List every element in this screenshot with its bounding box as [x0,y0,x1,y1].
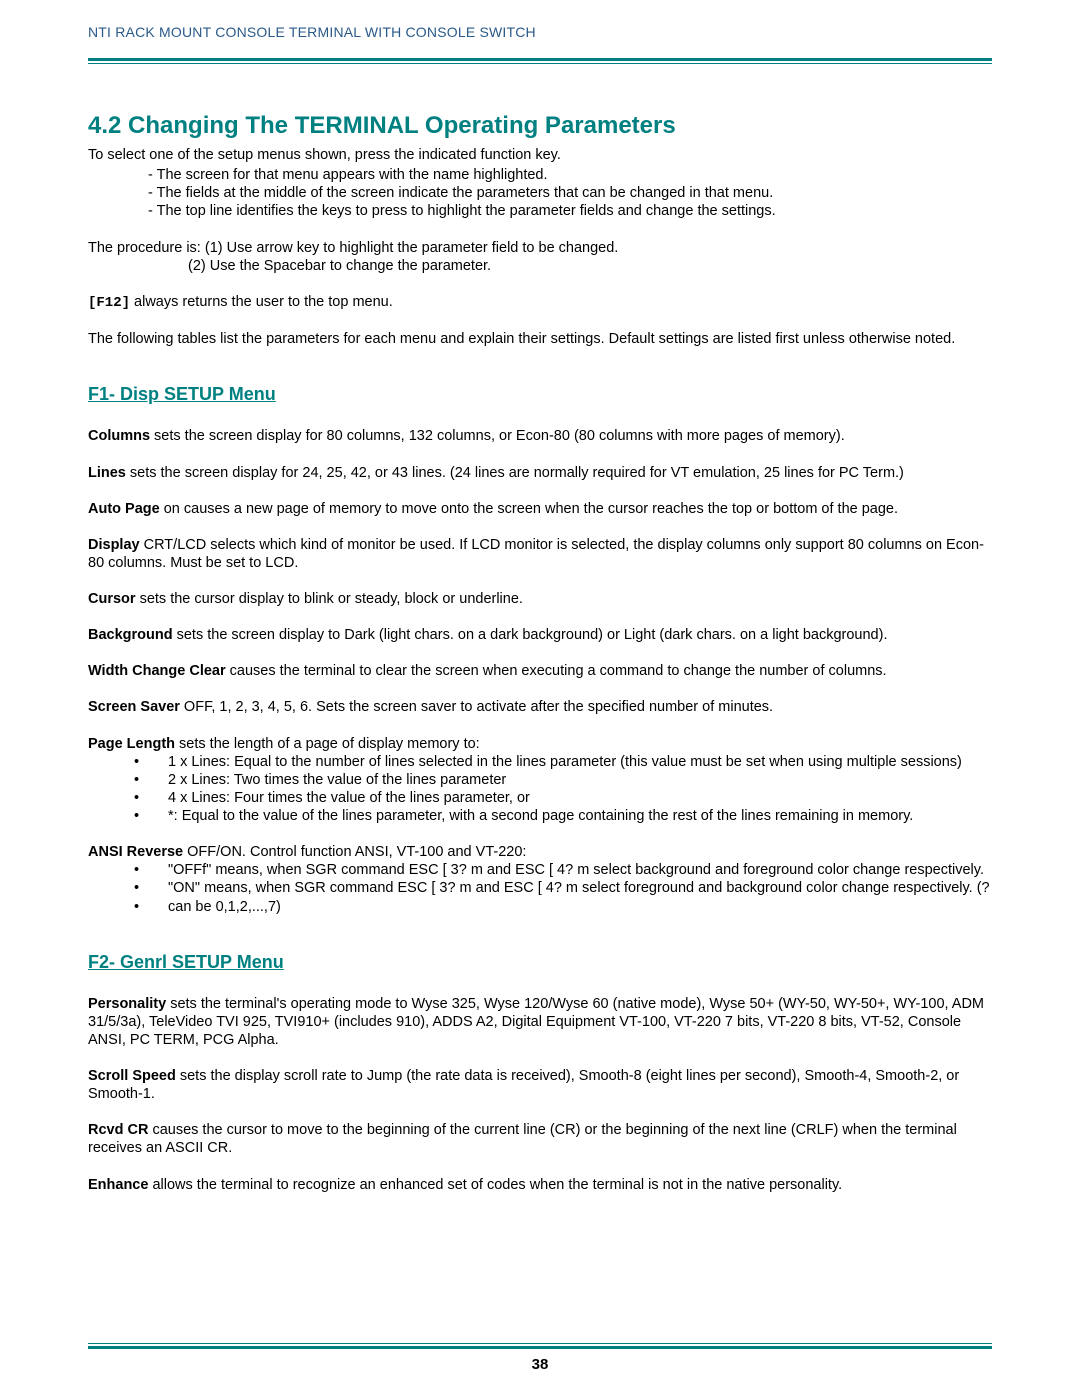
ansi-reverse-list: "OFFf" means, when SGR command ESC [ 3? … [88,861,992,915]
param-label: Scroll Speed [88,1068,176,1084]
f12-note: [F12] always returns the user to the top… [88,293,992,313]
f12-rest: always returns the user to the top menu. [130,294,393,310]
document-page: NTI RACK MOUNT CONSOLE TERMINAL WITH CON… [0,0,1080,1397]
tables-note: The following tables list the parameters… [88,330,992,348]
param-desc: sets the length of a page of display mem… [175,736,480,752]
param-desc: sets the screen display for 80 columns, … [150,428,845,444]
param-lines: Lines sets the screen display for 24, 25… [88,464,992,482]
param-label: Width Change Clear [88,663,226,679]
param-columns: Columns sets the screen display for 80 c… [88,427,992,445]
section-heading: 4.2 Changing The TERMINAL Operating Para… [88,112,992,140]
param-label: Enhance [88,1177,148,1193]
top-rule [88,58,992,64]
param-label: Lines [88,465,126,481]
param-width-change-clear: Width Change Clear causes the terminal t… [88,662,992,680]
procedure-line: (2) Use the Spacebar to change the param… [88,257,992,275]
param-page-length: Page Length sets the length of a page of… [88,735,992,753]
list-item: 2 x Lines: Two times the value of the li… [168,771,992,789]
param-desc: causes the terminal to clear the screen … [226,663,887,679]
page-length-list: 1 x Lines: Equal to the number of lines … [88,753,992,826]
intro-bullet: - The fields at the middle of the screen… [88,184,992,202]
intro-bullet: - The screen for that menu appears with … [88,166,992,184]
list-item: "OFFf" means, when SGR command ESC [ 3? … [168,861,992,879]
param-scroll-speed: Scroll Speed sets the display scroll rat… [88,1067,992,1103]
param-rcvd-cr: Rcvd CR causes the cursor to move to the… [88,1121,992,1157]
param-ansi-reverse: ANSI Reverse OFF/ON. Control function AN… [88,843,992,861]
param-cursor: Cursor sets the cursor display to blink … [88,590,992,608]
section-title-text: Changing The TERMINAL Operating Paramete… [128,112,676,139]
param-label: Personality [88,996,166,1012]
intro-line: To select one of the setup menus shown, … [88,146,992,164]
param-desc: sets the terminal's operating mode to Wy… [88,996,984,1048]
page-number: 38 [0,1356,1080,1373]
param-label: Cursor [88,591,136,607]
param-label: Display [88,537,140,553]
list-item: 1 x Lines: Equal to the number of lines … [168,753,992,771]
param-desc: CRT/LCD selects which kind of monitor be… [88,537,984,571]
list-item: 4 x Lines: Four times the value of the l… [168,789,992,807]
param-personality: Personality sets the terminal's operatin… [88,995,992,1049]
param-label: Rcvd CR [88,1122,148,1138]
f1-heading: F1- Disp SETUP Menu [88,384,992,405]
param-desc: sets the screen display to Dark (light c… [173,627,888,643]
param-label: Columns [88,428,150,444]
param-label: ANSI Reverse [88,844,183,860]
bottom-rule [88,1343,992,1349]
list-item: *: Equal to the value of the lines param… [168,807,992,825]
procedure-line: The procedure is: (1) Use arrow key to h… [88,239,992,257]
param-label: Page Length [88,736,175,752]
param-desc: on causes a new page of memory to move o… [160,501,898,517]
param-background: Background sets the screen display to Da… [88,626,992,644]
header-text: NTI RACK MOUNT CONSOLE TERMINAL WITH CON… [88,24,992,40]
key-label: [F12] [88,295,130,311]
list-item: can be 0,1,2,...,7) [168,898,992,916]
param-desc: sets the display scroll rate to Jump (th… [88,1068,959,1102]
param-display: Display CRT/LCD selects which kind of mo… [88,536,992,572]
intro-bullet: - The top line identifies the keys to pr… [88,202,992,220]
list-item: "ON" means, when SGR command ESC [ 3? m … [168,879,992,897]
param-desc: causes the cursor to move to the beginni… [88,1122,957,1156]
param-autopage: Auto Page on causes a new page of memory… [88,500,992,518]
param-label: Screen Saver [88,699,180,715]
param-label: Background [88,627,173,643]
param-enhance: Enhance allows the terminal to recognize… [88,1176,992,1194]
param-desc: OFF/ON. Control function ANSI, VT-100 an… [183,844,526,860]
section-number: 4.2 [88,112,121,139]
param-desc: sets the cursor display to blink or stea… [136,591,523,607]
param-desc: sets the screen display for 24, 25, 42, … [126,465,904,481]
f2-heading: F2- Genrl SETUP Menu [88,952,992,973]
param-desc: allows the terminal to recognize an enha… [148,1177,842,1193]
param-screen-saver: Screen Saver OFF, 1, 2, 3, 4, 5, 6. Sets… [88,698,992,716]
param-desc: OFF, 1, 2, 3, 4, 5, 6. Sets the screen s… [180,699,773,715]
param-label: Auto Page [88,501,160,517]
